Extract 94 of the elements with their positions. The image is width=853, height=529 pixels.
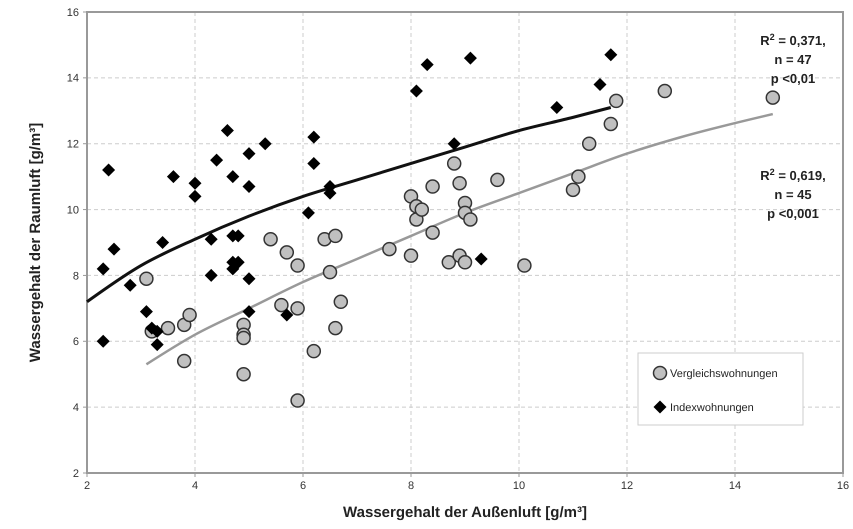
point [382,242,397,256]
point [517,258,532,273]
point [290,258,305,273]
y-tick-label: 10 [66,204,79,216]
point [242,305,256,318]
y-tick-label: 6 [72,336,79,348]
x-tick-label: 14 [728,480,742,492]
point [236,366,251,382]
point [604,48,618,62]
point [108,242,120,256]
point [306,344,322,358]
point [571,169,586,184]
point [328,228,343,244]
point [566,182,580,198]
y-tick-label: 2 [72,468,79,480]
point [280,245,294,260]
point [290,393,305,408]
point [463,212,478,227]
point [608,94,624,108]
point [258,137,272,150]
point [220,124,234,138]
point [766,90,780,105]
point [290,301,305,316]
point [150,324,164,338]
point [96,334,110,348]
x-tick-label: 8 [408,480,414,492]
point [490,172,505,188]
y-tick-label: 12 [66,138,79,151]
y-axis-title: Wassergehalt der Raumluft [g/m³] [27,122,44,362]
point [242,147,256,160]
point [150,338,164,352]
point [404,248,418,263]
point [452,176,467,190]
point [188,176,202,190]
point [176,318,192,332]
point [425,225,440,240]
point [446,156,462,171]
point [182,308,197,322]
point [474,252,488,266]
point [236,330,251,346]
x-tick-label: 4 [192,480,198,492]
point [464,52,477,65]
point [307,130,320,144]
point [242,272,256,286]
point [102,164,116,177]
annotation: R$^{2}$ = 0,371, n = 47 p <0,01 [760,32,826,86]
point [140,305,153,318]
point [550,100,564,114]
point [139,271,154,286]
point [420,58,434,72]
point [242,180,256,194]
point [160,320,176,336]
y-tick-label: 14 [66,72,79,85]
point [204,232,218,246]
x-tick-label: 6 [300,480,306,492]
point [425,179,440,194]
line-series [145,112,774,366]
point [594,78,606,91]
point [334,294,348,310]
point [302,206,315,220]
point [458,255,472,270]
x-axis-title: Wassergehalt der Außenluft [g/m³] [343,504,587,521]
point [410,84,423,98]
legend-label: Indexwohnungen [670,402,754,414]
point [204,268,218,282]
point [658,84,672,98]
x-tick-label: 12 [620,480,634,492]
x-tick-label: 16 [836,480,850,492]
point [263,232,278,246]
point [448,137,461,150]
point [274,298,289,312]
point [176,354,192,368]
legend-label: Vergleichswohnungen [670,368,778,380]
annotation: R$^{2}$ = 0,619, n = 45 p <0,001 [760,167,826,221]
point [280,308,294,322]
x-tick-label: 2 [84,480,90,492]
y-tick-label: 8 [72,270,79,282]
point [166,170,180,184]
point [96,262,110,276]
point [226,170,240,184]
point [210,154,224,167]
point [307,156,320,170]
point [156,236,170,249]
point [188,190,202,203]
point [604,116,618,132]
point [442,255,456,270]
y-tick-label: 16 [66,6,79,19]
x-tick-label: 10 [512,480,526,492]
point [582,136,596,151]
point [328,320,343,336]
point [322,264,338,280]
y-tick-label: 4 [72,402,79,414]
point [414,202,430,217]
point [124,278,137,292]
